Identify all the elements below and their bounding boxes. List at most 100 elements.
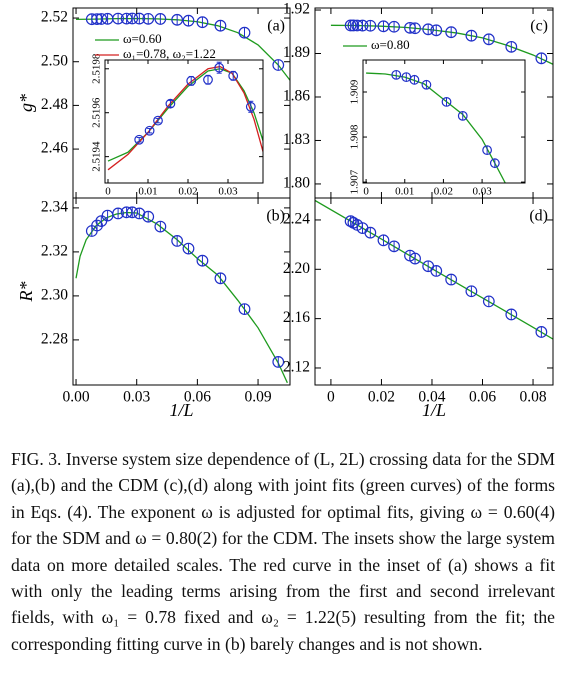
y-tick-label: 2.24 (283, 211, 310, 228)
data-point (441, 97, 452, 107)
data-point (409, 22, 421, 35)
data-point (535, 52, 548, 65)
data-point (364, 19, 377, 32)
y-tick-label: 2.32 (41, 242, 68, 259)
y-tick-label: 2.28 (41, 330, 68, 347)
data-point (535, 326, 548, 338)
data-point (388, 240, 400, 253)
data-point (203, 74, 213, 85)
x-tick-label: 0.03 (472, 186, 492, 198)
data-point (196, 16, 209, 29)
data-point (238, 303, 251, 316)
inset-background (105, 60, 263, 183)
data-point (171, 13, 184, 26)
y-tick-label: 1.86 (283, 88, 310, 105)
y-tick-label: 2.46 (41, 140, 68, 157)
frame (362, 59, 526, 184)
data-point (457, 110, 468, 121)
panel-label: (b) (266, 208, 285, 225)
data-point (409, 74, 420, 85)
data-point (465, 285, 478, 298)
data-point (272, 356, 285, 368)
data-point (388, 20, 400, 33)
fit-curve (330, 24, 553, 65)
x-tick-label: 0.08 (519, 389, 546, 406)
y-tick-label: 2.5196 (91, 97, 103, 128)
panel-label: (d) (529, 208, 548, 225)
data-point (364, 226, 377, 239)
x-tick-label: 0 (363, 186, 369, 198)
data-point (445, 26, 458, 39)
data-point (142, 210, 155, 223)
x-tick-label: 0.00 (62, 389, 89, 406)
fit-curve (75, 211, 288, 384)
x-tick-label: 0.01 (395, 186, 414, 198)
x-tick-label: 0 (105, 186, 111, 198)
data-point (445, 273, 458, 286)
panel: 0 0.02 0.04 0.06 0.08 2.12 2.16 2.20 2.24 (d) 1/L (283, 197, 554, 420)
data-point (91, 219, 103, 232)
figure-caption: FIG. 3. Inverse system size dependence o… (11, 449, 555, 654)
data-point (214, 19, 227, 32)
x-tick-label: 0.04 (418, 389, 445, 406)
panel-label: (a) (267, 18, 285, 35)
x-tick-label: 0.03 (123, 389, 150, 406)
data-point (196, 254, 209, 267)
panel: 0.00 0.03 0.06 0.09 2.28 2.30 2.32 2.34 (b) R* 1/L (16, 197, 291, 420)
y-tick-label: 2.34 (41, 198, 68, 215)
data-point (272, 59, 285, 71)
data-point (347, 19, 360, 32)
data-point (154, 220, 167, 233)
data-point (214, 62, 225, 73)
panel-label: (c) (530, 18, 548, 35)
data-point (142, 12, 155, 25)
data-point (356, 19, 369, 32)
y-tick-label: 1.908 (349, 124, 361, 149)
data-point (409, 252, 421, 265)
data-point (391, 69, 402, 80)
data-point (186, 75, 197, 86)
data-point (112, 12, 124, 25)
y-tick-label: 2.16 (283, 309, 310, 326)
data-point (482, 295, 495, 308)
y-tick-label: 2.5194 (91, 141, 103, 172)
inset: 0 0.01 0.02 0.03 2.5194 2.5196 2.5198 (91, 53, 264, 198)
data-point (430, 24, 443, 37)
data-point (126, 12, 139, 25)
y-tick-label: 1.907 (349, 169, 361, 194)
x-tick-label: 0.06 (469, 389, 496, 406)
panel: 1.80 1.83 1.86 1.89 1.92 (c) (283, 1, 554, 199)
y-tick-label: 2.5198 (91, 53, 103, 84)
data-point (465, 29, 478, 42)
y-axis-label: R* (16, 282, 36, 303)
inset-background (363, 60, 525, 183)
frame (314, 197, 554, 386)
y-tick-label: 1.92 (283, 1, 310, 18)
y-tick-label: 1.909 (349, 79, 361, 104)
data-point (505, 308, 518, 321)
y-tick-label: 2.12 (283, 359, 310, 376)
data-point (422, 23, 435, 36)
data-point (344, 215, 357, 228)
data-point (421, 79, 432, 90)
x-tick-label: 0.02 (368, 389, 395, 406)
y-tick-label: 1.89 (283, 44, 310, 61)
data-point (153, 115, 163, 126)
data-point (154, 13, 167, 25)
y-tick-label: 2.50 (41, 52, 68, 69)
x-axis-label: 1/L (422, 400, 446, 420)
y-axis-label: g* (16, 94, 36, 112)
panel: 2.46 2.48 2.50 2.52 (a) g* (16, 7, 291, 199)
y-tick-label: 1.80 (283, 175, 310, 192)
data-point (214, 272, 227, 285)
y-tick-label: 2.30 (41, 286, 68, 303)
x-axis-label: 1/L (169, 400, 193, 420)
data-point (165, 98, 176, 109)
data-point (144, 125, 155, 136)
data-point (112, 207, 124, 220)
legend-label: ω=0.60 (123, 31, 162, 46)
x-tick-label: 0.02 (434, 186, 453, 198)
data-point (182, 242, 195, 255)
data-point (482, 33, 495, 46)
